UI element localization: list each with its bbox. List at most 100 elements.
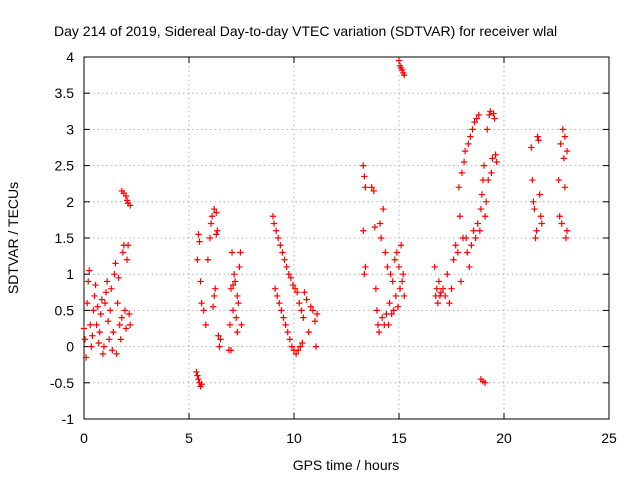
data-point bbox=[283, 263, 290, 271]
x-axis-tick-labels: 0 5 10 15 20 25 bbox=[80, 430, 617, 446]
data-point bbox=[226, 321, 234, 329]
data-point bbox=[98, 296, 106, 303]
data-point bbox=[555, 176, 562, 184]
data-point bbox=[122, 192, 130, 200]
data-point bbox=[395, 57, 403, 64]
data-point bbox=[398, 66, 406, 74]
data-point bbox=[196, 238, 203, 245]
data-point bbox=[474, 220, 481, 227]
data-point bbox=[276, 299, 283, 307]
data-point bbox=[482, 198, 490, 205]
data-point bbox=[468, 242, 475, 249]
data-point bbox=[481, 379, 489, 386]
x-axis-label: GPS time / hours bbox=[293, 457, 400, 473]
data-point bbox=[457, 278, 465, 285]
data-point bbox=[99, 350, 107, 358]
data-point bbox=[392, 292, 400, 300]
data-point bbox=[122, 325, 130, 332]
data-point bbox=[206, 234, 214, 242]
data-point bbox=[467, 133, 474, 140]
data-point bbox=[115, 274, 122, 282]
data-point bbox=[448, 285, 455, 292]
data-point bbox=[82, 354, 90, 361]
data-point bbox=[465, 140, 472, 148]
data-point bbox=[237, 249, 244, 256]
data-point bbox=[299, 339, 306, 347]
data-point bbox=[88, 343, 95, 350]
data-point bbox=[227, 347, 235, 354]
data-point bbox=[452, 242, 459, 249]
data-point bbox=[234, 292, 241, 300]
data-point bbox=[307, 303, 314, 310]
y-tick-label: -1 bbox=[62, 411, 75, 427]
data-point bbox=[125, 310, 133, 318]
data-point bbox=[433, 285, 440, 292]
data-point bbox=[121, 307, 129, 314]
data-point bbox=[481, 213, 489, 220]
data-point bbox=[279, 249, 286, 256]
data-point bbox=[558, 220, 565, 227]
data-point bbox=[238, 321, 245, 329]
data-point bbox=[89, 332, 96, 339]
data-point bbox=[477, 205, 485, 213]
data-point bbox=[87, 321, 94, 329]
data-point bbox=[280, 314, 287, 321]
data-point bbox=[458, 169, 466, 177]
data-point bbox=[286, 336, 293, 343]
data-point bbox=[229, 307, 237, 314]
data-point bbox=[214, 227, 221, 234]
data-point bbox=[216, 343, 223, 350]
data-point bbox=[104, 318, 112, 325]
data-point bbox=[198, 299, 205, 307]
data-point bbox=[235, 299, 242, 307]
data-point bbox=[272, 227, 280, 234]
data-point bbox=[473, 115, 480, 122]
data-point bbox=[114, 299, 121, 307]
data-point bbox=[385, 321, 392, 329]
data-point bbox=[232, 278, 239, 285]
data-point bbox=[360, 227, 367, 234]
data-point bbox=[81, 336, 89, 343]
x-tick-label: 5 bbox=[185, 430, 193, 446]
data-point bbox=[557, 140, 564, 148]
data-point bbox=[391, 256, 398, 263]
data-point bbox=[493, 158, 500, 166]
data-point bbox=[200, 307, 207, 314]
data-point bbox=[439, 285, 447, 292]
data-point bbox=[444, 271, 451, 278]
data-point bbox=[303, 296, 310, 303]
data-point bbox=[193, 368, 200, 376]
data-point bbox=[116, 321, 123, 329]
data-point bbox=[293, 289, 301, 296]
data-point bbox=[208, 213, 216, 220]
data-point bbox=[386, 299, 393, 307]
data-point bbox=[478, 191, 486, 198]
data-point bbox=[395, 263, 403, 271]
data-point bbox=[460, 158, 468, 166]
data-point bbox=[401, 292, 408, 300]
data-point bbox=[475, 111, 482, 119]
data-point bbox=[288, 343, 296, 350]
data-point bbox=[388, 310, 395, 318]
x-tick-label: 15 bbox=[391, 430, 407, 446]
data-point bbox=[489, 155, 496, 162]
data-point bbox=[298, 307, 305, 314]
data-point bbox=[194, 256, 201, 263]
y-tick-label: 0.5 bbox=[55, 302, 75, 318]
data-point bbox=[379, 314, 386, 321]
x-tick-label: 25 bbox=[601, 430, 617, 446]
data-point bbox=[123, 197, 131, 204]
data-point bbox=[194, 372, 201, 379]
data-point bbox=[269, 213, 277, 220]
data-point bbox=[456, 213, 464, 220]
data-point bbox=[236, 263, 243, 271]
data-point bbox=[561, 133, 569, 140]
data-point bbox=[117, 336, 124, 343]
data-point bbox=[471, 118, 478, 126]
data-point bbox=[297, 343, 304, 350]
data-point bbox=[291, 285, 299, 292]
y-tick-label: -0.5 bbox=[50, 375, 74, 391]
y-axis-tick-labels: -1 -0.5 0 0.5 1 1.5 2 2.5 3 3.5 4 bbox=[50, 49, 74, 427]
data-point bbox=[485, 176, 492, 184]
